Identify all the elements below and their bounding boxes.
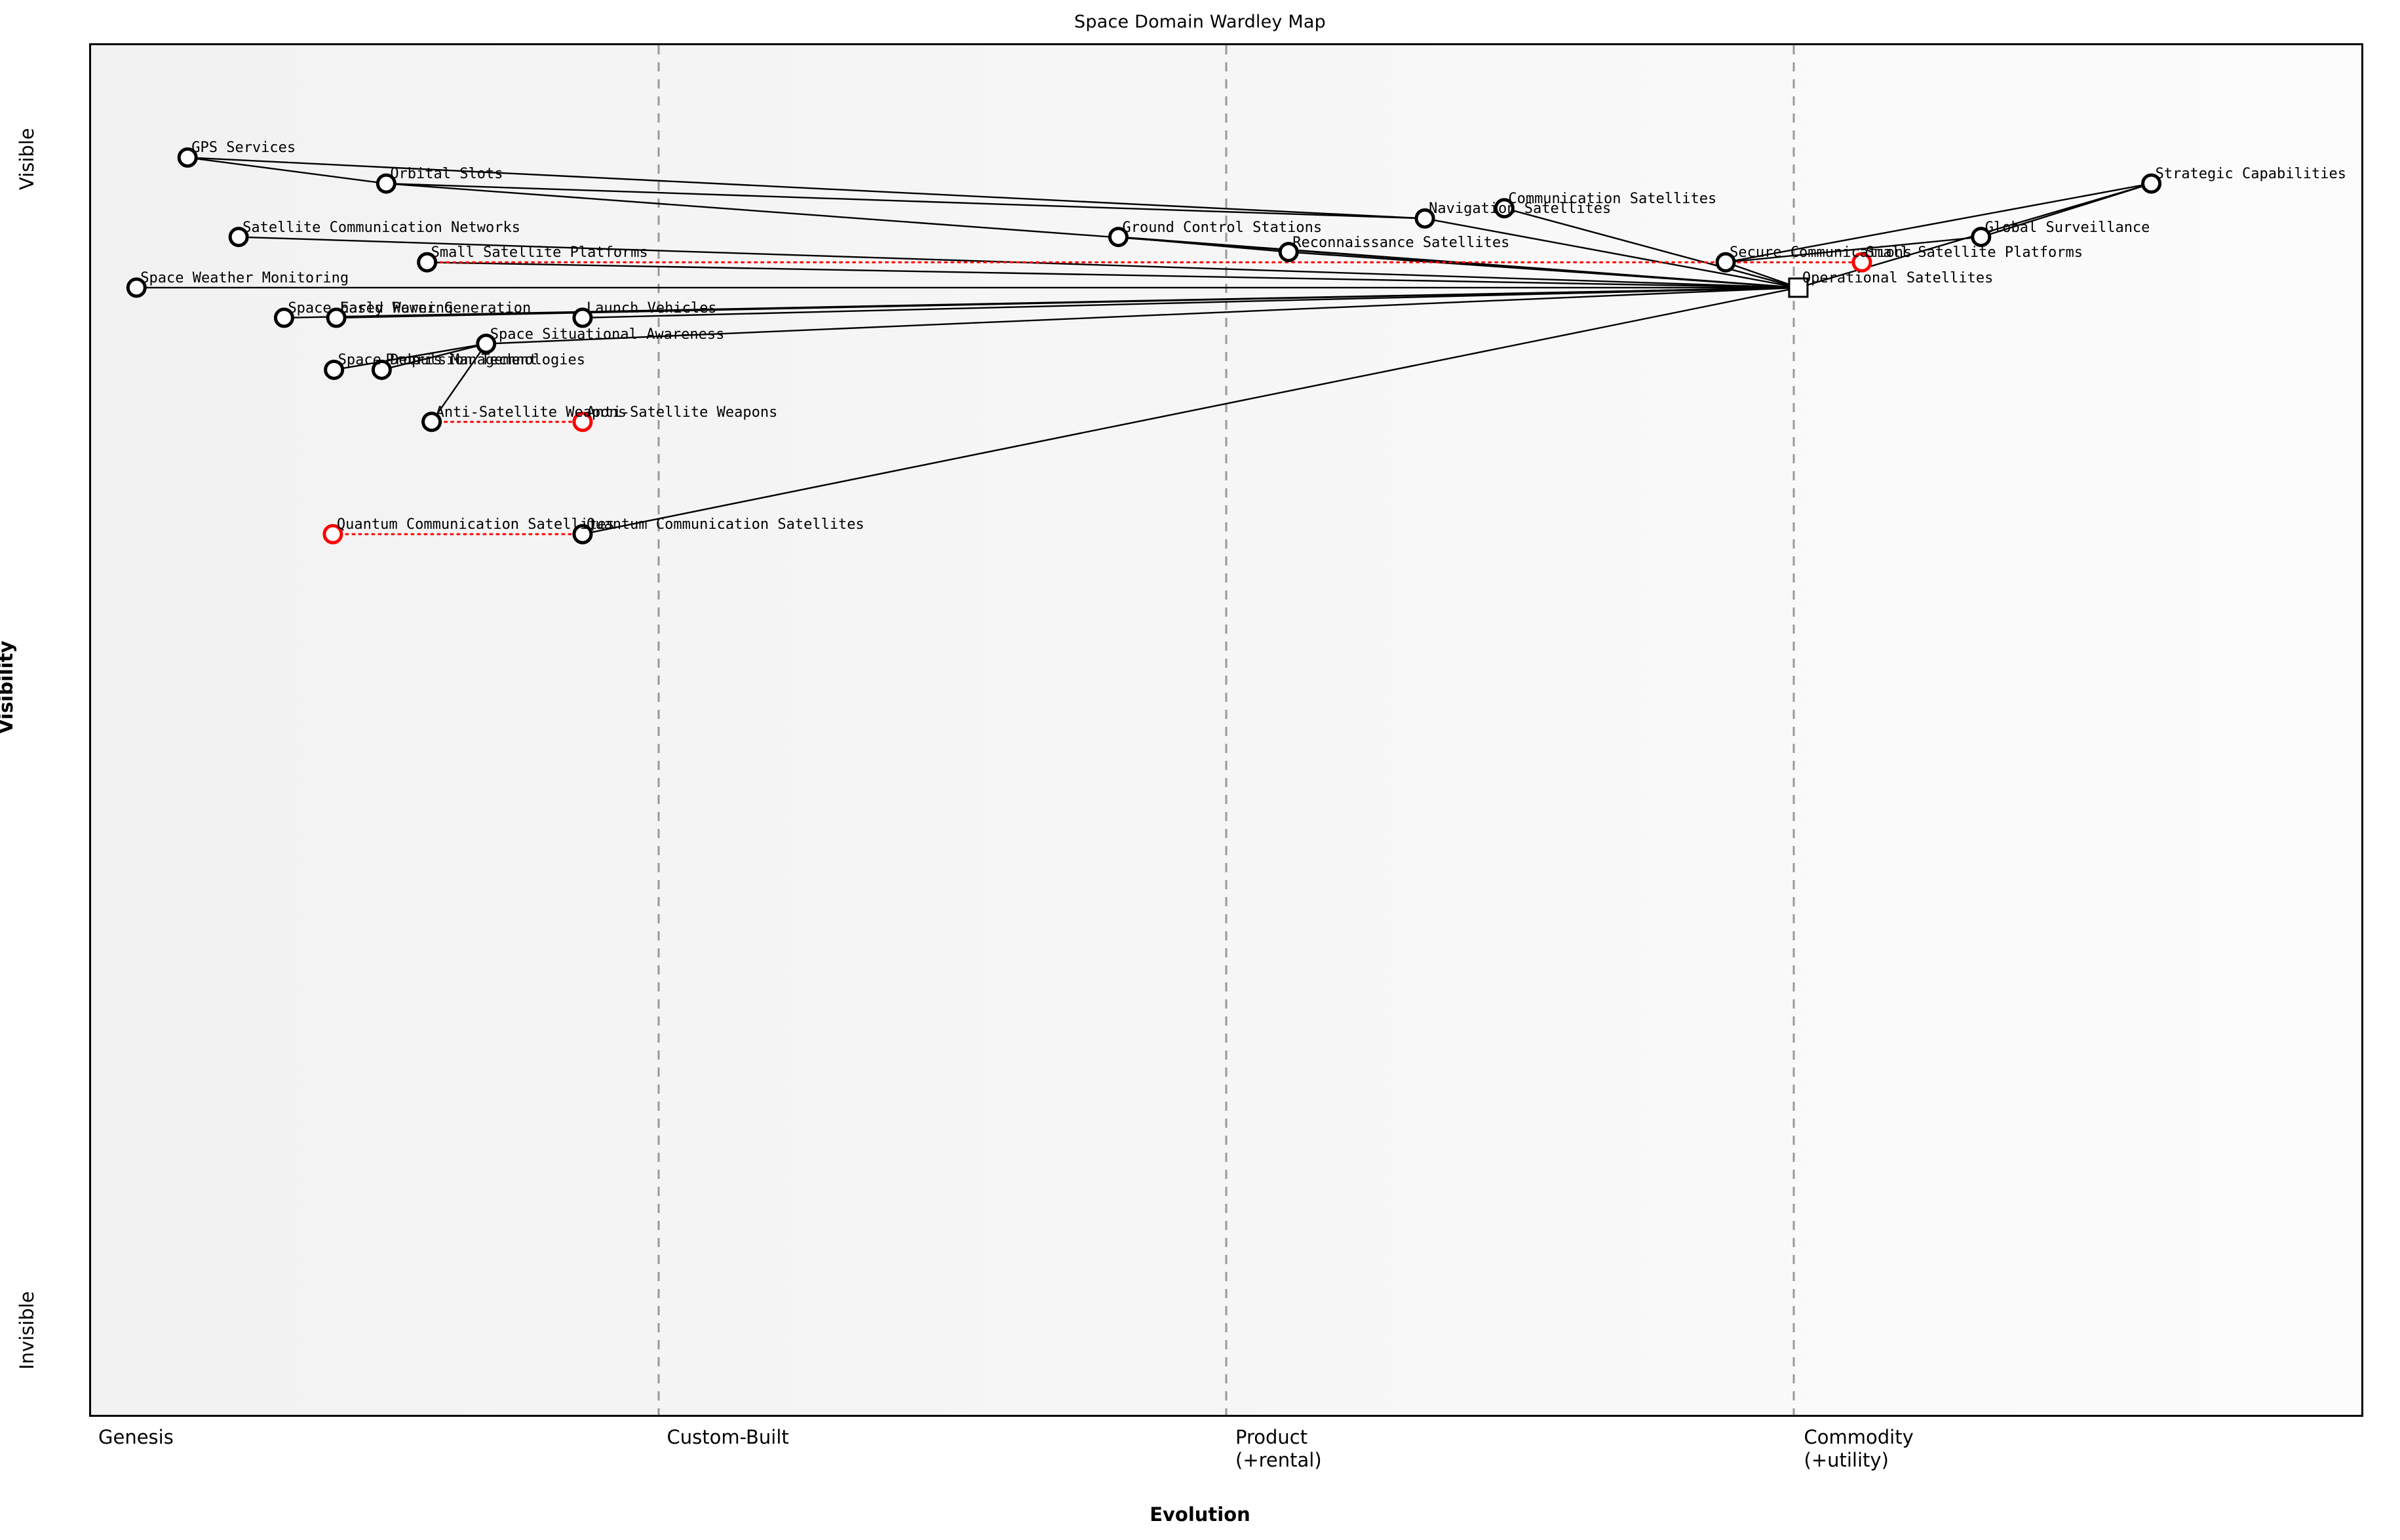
x-axis-tick-label: Commodity — [1804, 1426, 1914, 1448]
wardley-map-canvas — [126, 45, 2162, 1415]
dependency-link — [1504, 207, 1799, 289]
x-axis-tick-product: Product (+rental) — [1235, 1426, 1322, 1473]
map-node[interactable] — [371, 359, 392, 380]
dependency-link — [431, 343, 487, 423]
dependency-link — [486, 286, 1798, 345]
map-node[interactable] — [421, 412, 442, 433]
dependency-link — [187, 157, 1425, 220]
dependency-link — [1288, 251, 1799, 289]
x-axis-title: Evolution — [1150, 1503, 1250, 1526]
dependency-link — [1118, 236, 1289, 253]
x-axis-tick-custom-built: Custom-Built — [667, 1426, 789, 1449]
y-axis-tick-visible: Visible — [16, 128, 38, 190]
map-node[interactable] — [1715, 252, 1736, 273]
x-axis-tick-genesis: Genesis — [98, 1426, 174, 1449]
map-node-future[interactable] — [1851, 252, 1872, 273]
map-node[interactable] — [126, 277, 147, 298]
dependency-link — [336, 286, 1798, 319]
map-node[interactable] — [1494, 198, 1515, 219]
dependency-link — [381, 343, 487, 371]
map-node-future[interactable] — [322, 524, 343, 545]
map-node[interactable] — [1108, 227, 1129, 248]
y-axis-tick-invisible: Invisible — [16, 1291, 38, 1370]
x-axis-tick-sublabel: (+rental) — [1235, 1449, 1322, 1472]
y-axis-title: Visibility — [0, 640, 17, 734]
map-node[interactable] — [1414, 208, 1435, 229]
x-axis-tick-sublabel: (+utility) — [1804, 1449, 1889, 1472]
x-axis-tick-label: Genesis — [98, 1426, 174, 1448]
map-node-anchor[interactable] — [1788, 277, 1809, 298]
map-node[interactable] — [324, 359, 345, 380]
dependency-link — [1725, 261, 1799, 289]
map-node[interactable] — [2141, 173, 2162, 194]
x-axis-tick-label: Product — [1235, 1426, 1308, 1448]
map-node[interactable] — [228, 227, 249, 248]
map-node[interactable] — [572, 524, 593, 545]
dependency-link — [334, 343, 486, 371]
map-node[interactable] — [177, 147, 198, 168]
x-axis-tick-label: Custom-Built — [667, 1426, 789, 1448]
dependency-link — [187, 157, 387, 185]
dependency-link — [1424, 218, 1799, 289]
map-node[interactable] — [572, 307, 593, 328]
dependency-link — [1725, 236, 1981, 263]
page-title: Space Domain Wardley Map — [1074, 12, 1326, 32]
map-node[interactable] — [376, 173, 397, 194]
dependency-link — [427, 261, 1798, 289]
dependency-link — [582, 286, 1799, 535]
map-node[interactable] — [476, 334, 497, 355]
map-node[interactable] — [1278, 242, 1299, 263]
map-node[interactable] — [1971, 227, 1992, 248]
map-node[interactable] — [417, 252, 438, 273]
dependency-link — [1981, 182, 2152, 238]
dependency-link — [1725, 182, 2152, 263]
x-axis-tick-commodity: Commodity (+utility) — [1804, 1426, 1914, 1473]
map-node-future[interactable] — [572, 412, 593, 433]
map-node[interactable] — [273, 307, 294, 328]
dependency-link — [582, 286, 1798, 319]
map-node[interactable] — [326, 307, 347, 328]
dependency-link — [386, 182, 1425, 220]
plot-area: GPS Services Orbital Slots Strategic Capab… — [89, 43, 2363, 1417]
